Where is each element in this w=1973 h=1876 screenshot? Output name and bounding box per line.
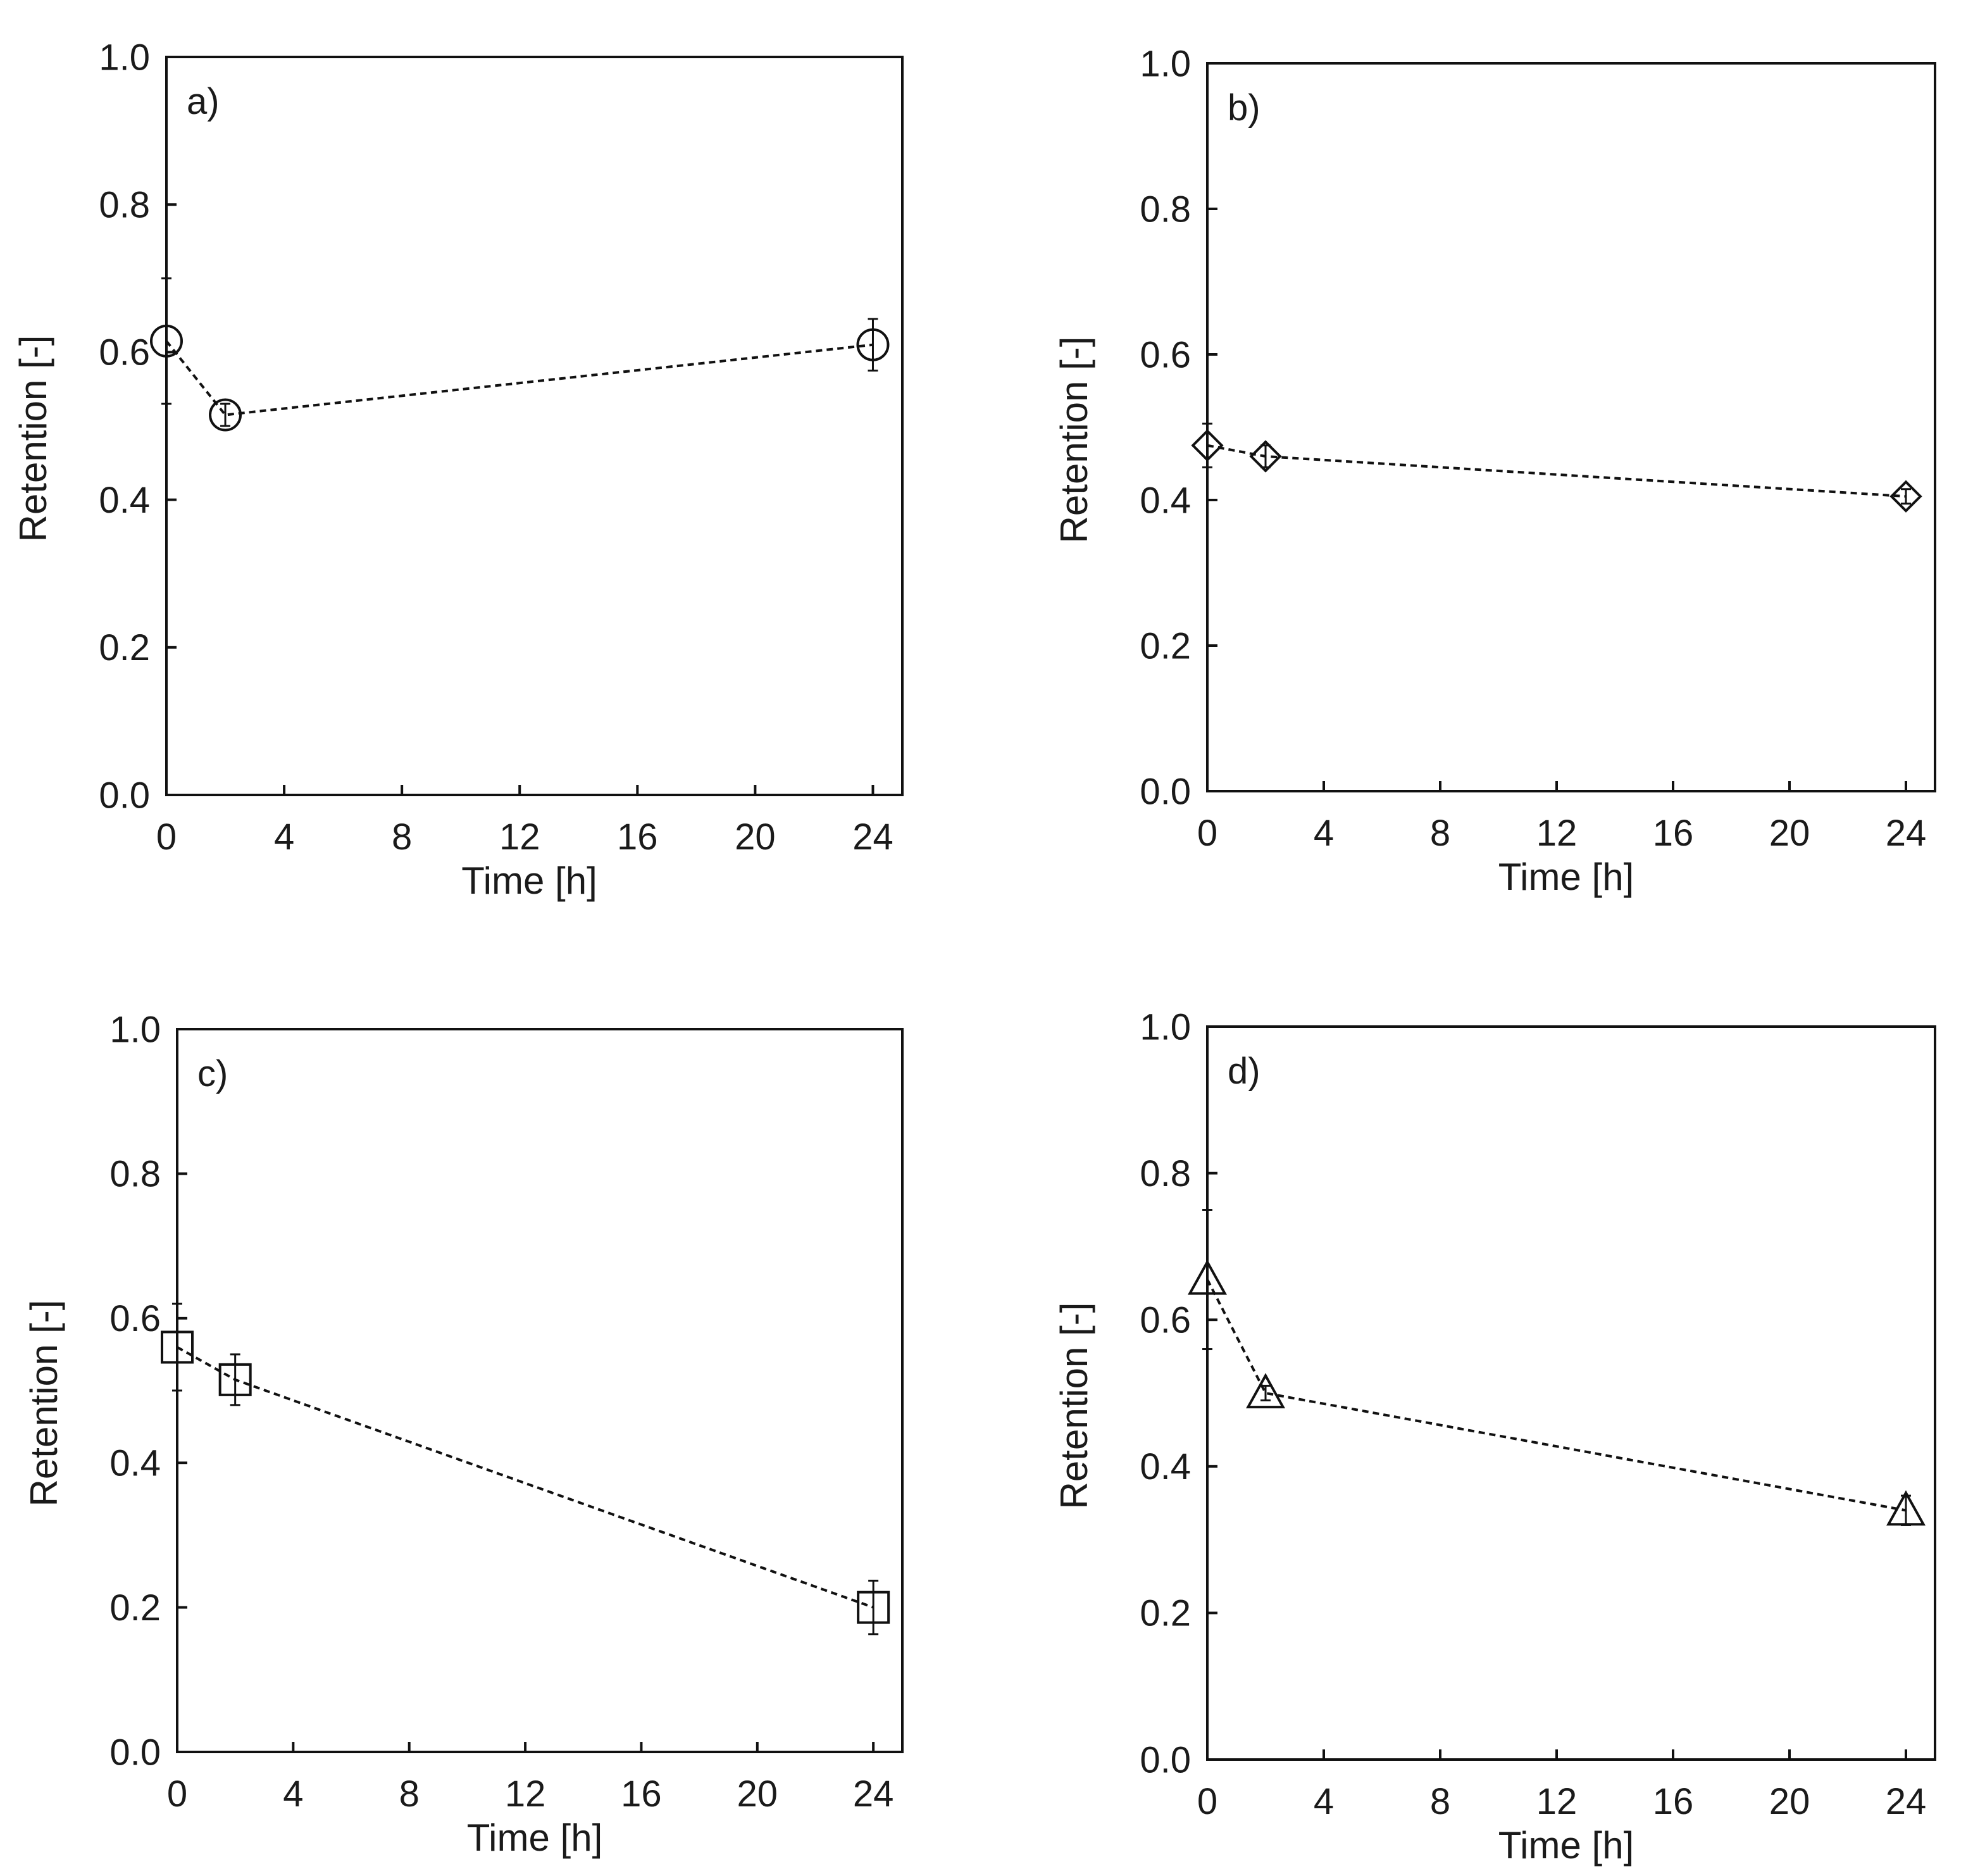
chart-panel-d: 0.0 0.2 0.4 0.6 0.8 1.0 0 4 8 12 16 20 24 Time [h] Ret… [1053, 1006, 1936, 1867]
x-tick-label: 8 [399, 1773, 420, 1815]
data-point-circle [209, 398, 242, 432]
x-tick-label: 4 [1314, 813, 1334, 854]
y-tick-label: 0.2 [1140, 1593, 1191, 1634]
panel-label: b) [1228, 87, 1260, 128]
y-tick-label: 0.2 [1140, 625, 1191, 666]
y-tick-label: 0.0 [109, 1732, 161, 1773]
y-tick-label: 0.8 [1140, 189, 1191, 230]
y-tick-label: 0.8 [109, 1154, 161, 1195]
x-tick-label: 20 [735, 816, 776, 858]
data-point-diamond [1889, 480, 1922, 513]
x-tick-label: 16 [621, 1773, 662, 1815]
data-point-circle [150, 324, 183, 358]
x-tick-label: 0 [156, 816, 177, 858]
y-tick-label: 0.6 [109, 1298, 161, 1339]
y-tick-label: 0.0 [99, 775, 150, 816]
x-tick-label: 16 [1653, 1781, 1694, 1822]
data-point-triangle [1886, 1490, 1926, 1526]
chart-panel-c: 0.0 0.2 0.4 0.6 0.8 1.0 0 4 8 12 16 20 24 Time [h] Ret… [23, 1009, 904, 1859]
y-axis-label: Retention [-] [1053, 337, 1095, 544]
y-tick-label: 0.4 [1140, 1446, 1191, 1487]
y-tick-label: 0.2 [99, 627, 150, 668]
y-tick-label: 0.4 [99, 480, 150, 521]
x-tick-label: 12 [505, 1773, 546, 1815]
x-tick-label: 16 [1653, 813, 1694, 854]
x-tick-label: 4 [1314, 1781, 1334, 1822]
x-tick-label: 24 [853, 1773, 894, 1815]
x-axis-label: Time [h] [1498, 1824, 1634, 1867]
x-axis-label: Time [h] [467, 1817, 602, 1859]
x-tick-label: 0 [167, 1773, 187, 1815]
y-axis-label: Retention [-] [1053, 1303, 1095, 1510]
x-tick-label: 20 [737, 1773, 778, 1815]
x-tick-label: 12 [1536, 1781, 1578, 1822]
plot-frame [165, 56, 904, 796]
y-tick-label: 0.0 [1140, 1739, 1191, 1780]
y-tick-label: 0.4 [1140, 480, 1191, 521]
data-point-square [857, 1591, 890, 1624]
series-line [165, 340, 873, 416]
x-tick-label: 4 [283, 1773, 303, 1815]
panel-label: d) [1228, 1051, 1260, 1092]
x-tick-label: 20 [1769, 813, 1810, 854]
y-axis-label: Retention [-] [23, 1300, 65, 1507]
x-tick-label: 12 [499, 816, 540, 858]
y-tick-label: 0.6 [1140, 1300, 1191, 1341]
x-tick-label: 20 [1769, 1781, 1810, 1822]
y-tick-label: 1.0 [1140, 1006, 1191, 1047]
x-axis-label: Time [h] [461, 860, 597, 902]
x-tick-label: 16 [617, 816, 658, 858]
series-line [1206, 1279, 1907, 1512]
y-tick-label: 0.2 [109, 1587, 161, 1629]
data-point-diamond [1191, 429, 1224, 462]
data-point-square [161, 1330, 194, 1364]
plot-frame [1206, 1025, 1936, 1761]
data-point-diamond [1249, 440, 1282, 473]
y-tick-label: 0.6 [99, 332, 150, 373]
x-tick-label: 8 [1430, 813, 1450, 854]
y-tick-label: 0.6 [1140, 334, 1191, 375]
x-tick-label: 24 [852, 816, 893, 858]
panel-label: c) [197, 1053, 228, 1094]
x-tick-label: 4 [274, 816, 294, 858]
chart-panel-a: 0.0 0.2 0.4 0.6 0.8 1.0 0 4 8 12 16 20 24 Time [h] Ret… [12, 37, 904, 902]
y-tick-label: 0.8 [1140, 1153, 1191, 1194]
x-tick-label: 8 [1430, 1781, 1450, 1822]
x-tick-label: 24 [1886, 813, 1927, 854]
y-tick-label: 1.0 [109, 1009, 161, 1050]
y-tick-label: 0.0 [1140, 771, 1191, 812]
x-tick-label: 0 [1197, 1781, 1217, 1822]
y-tick-label: 1.0 [1140, 43, 1191, 84]
y-axis-label: Retention [-] [12, 335, 54, 542]
data-point-triangle [1246, 1373, 1285, 1409]
x-axis-label: Time [h] [1498, 856, 1634, 898]
data-point-triangle [1188, 1259, 1227, 1295]
x-tick-label: 0 [1197, 813, 1217, 854]
y-tick-label: 0.4 [109, 1443, 161, 1484]
data-point-circle [856, 328, 890, 361]
panel-label: a) [187, 81, 220, 122]
data-point-square [218, 1363, 252, 1396]
x-tick-label: 24 [1886, 1781, 1927, 1822]
y-tick-label: 1.0 [99, 37, 150, 78]
x-tick-label: 12 [1536, 813, 1578, 854]
x-tick-label: 8 [392, 816, 412, 858]
chart-panel-b: 0.0 0.2 0.4 0.6 0.8 1.0 0 4 8 12 16 20 24 Time [h] Ret… [1053, 43, 1936, 898]
y-tick-label: 0.8 [99, 185, 150, 226]
